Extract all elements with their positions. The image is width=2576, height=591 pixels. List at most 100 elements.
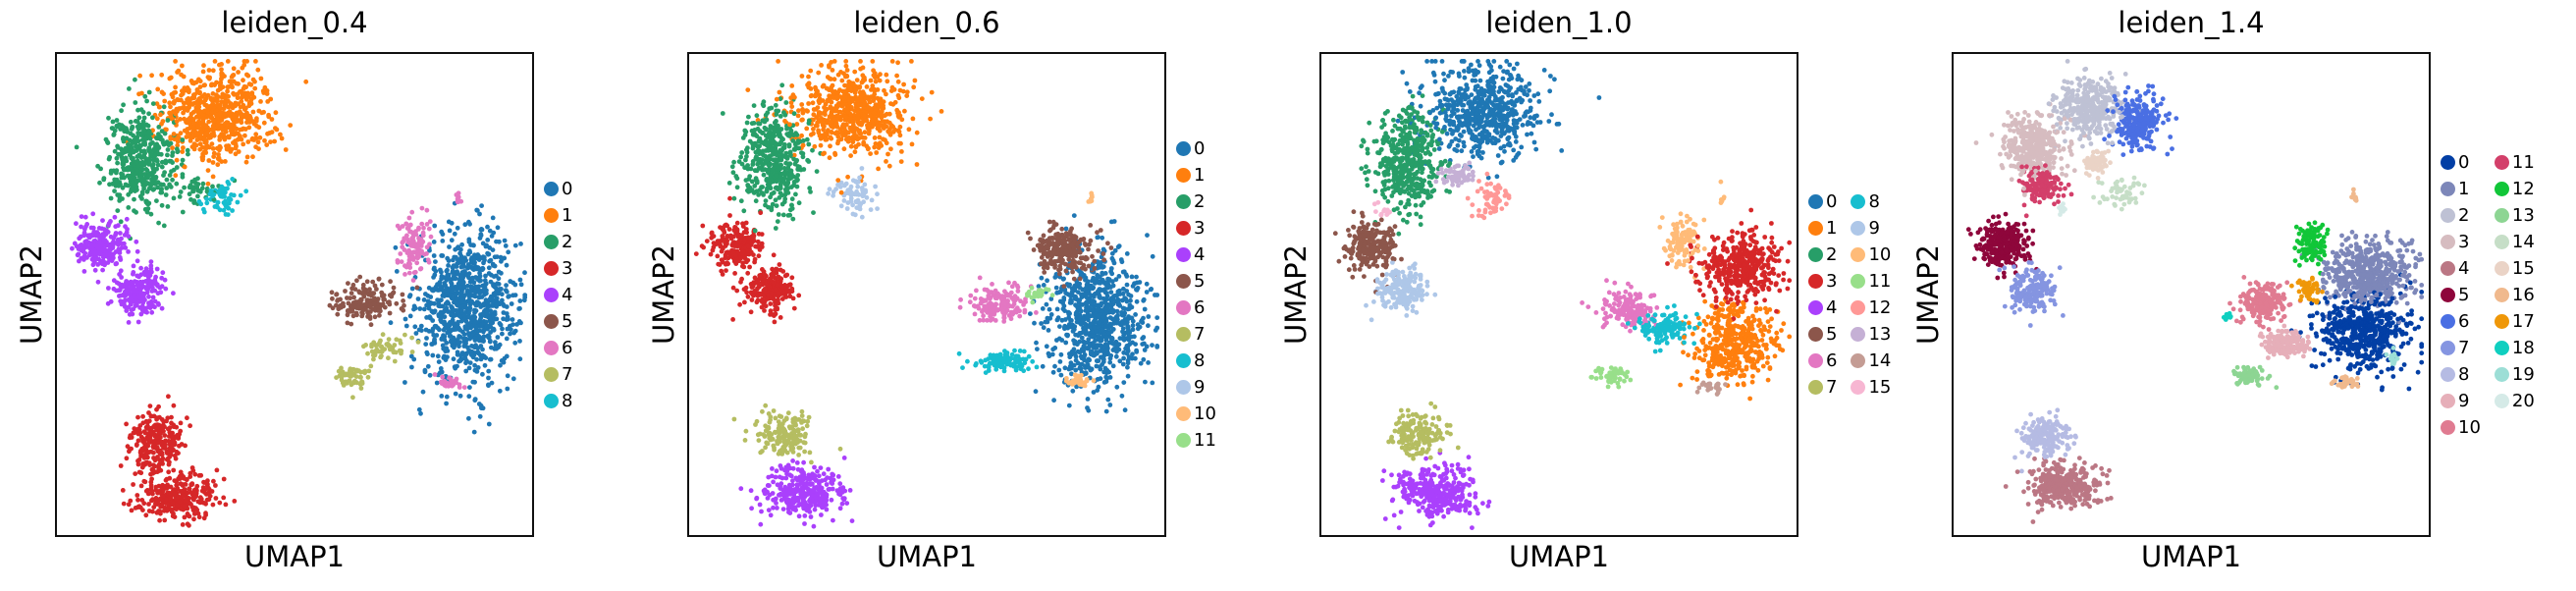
point-cluster-2 (127, 86, 132, 91)
point-cluster-7 (369, 349, 375, 354)
legend-marker-icon (544, 366, 559, 382)
point-cluster-3 (166, 394, 171, 400)
point-cluster-5 (360, 311, 365, 317)
point-cluster-1 (878, 72, 883, 78)
point-cluster-4 (124, 308, 130, 313)
legend-item-7: 7 (544, 361, 572, 388)
point-cluster-0 (463, 319, 469, 324)
point-cluster-3 (194, 483, 200, 489)
point-cluster-2 (130, 156, 135, 162)
point-cluster-0 (433, 268, 439, 274)
point-cluster-5 (372, 296, 377, 302)
point-cluster-0 (455, 296, 459, 301)
point-cluster-2 (180, 174, 186, 180)
point-cluster-0 (1118, 257, 1124, 262)
point-cluster-1 (796, 108, 801, 114)
point-cluster-0 (433, 259, 438, 264)
legend-item-5: 5 (544, 308, 572, 335)
point-cluster-3 (135, 426, 141, 432)
point-cluster-6 (424, 251, 429, 256)
point-cluster-0 (430, 326, 436, 332)
point-cluster-2 (161, 173, 166, 178)
point-cluster-0 (1079, 361, 1085, 367)
point-cluster-0 (474, 329, 480, 335)
point-cluster-1 (889, 84, 895, 90)
point-cluster-5 (377, 312, 382, 318)
point-cluster-1 (219, 94, 225, 100)
point-cluster-4 (92, 267, 98, 273)
point-cluster-0 (481, 334, 487, 340)
point-cluster-0 (478, 232, 484, 238)
point-cluster-3 (151, 423, 157, 429)
point-cluster-2 (121, 126, 127, 132)
point-cluster-0 (438, 297, 443, 303)
point-cluster-0 (1056, 290, 1062, 296)
point-cluster-4 (131, 285, 136, 291)
point-cluster-2 (170, 177, 175, 183)
point-cluster-1 (170, 145, 175, 151)
point-cluster-0 (511, 330, 516, 336)
point-cluster-0 (503, 243, 509, 248)
point-cluster-2 (178, 189, 184, 194)
point-cluster-2 (120, 196, 125, 201)
point-cluster-3 (169, 414, 174, 420)
point-cluster-0 (517, 298, 523, 303)
point-cluster-1 (820, 98, 826, 103)
point-cluster-4 (160, 270, 166, 276)
point-cluster-0 (1095, 306, 1100, 312)
point-cluster-0 (1135, 326, 1141, 332)
point-cluster-0 (1079, 335, 1085, 341)
point-cluster-0 (429, 342, 435, 347)
legend-marker-icon (544, 260, 559, 276)
point-cluster-0 (517, 356, 523, 362)
point-cluster-5 (369, 291, 375, 296)
point-cluster-1 (204, 104, 210, 110)
legend-item-8: 8 (544, 388, 572, 414)
point-cluster-1 (233, 151, 239, 157)
point-cluster-3 (171, 403, 177, 408)
point-cluster-0 (476, 402, 482, 406)
point-cluster-0 (481, 287, 487, 293)
point-cluster-8 (208, 188, 214, 193)
point-cluster-3 (135, 414, 140, 420)
point-cluster-3 (180, 489, 186, 495)
point-cluster-2 (760, 152, 766, 158)
point-cluster-0 (436, 359, 442, 364)
point-cluster-3 (185, 521, 190, 527)
point-cluster-2 (138, 170, 143, 176)
point-cluster-1 (210, 160, 216, 165)
point-cluster-6 (416, 236, 421, 242)
point-cluster-1 (206, 158, 212, 163)
point-cluster-0 (470, 275, 475, 281)
point-cluster-0 (388, 320, 394, 326)
point-cluster-1 (206, 68, 212, 73)
point-cluster-4 (72, 241, 78, 246)
point-cluster-4 (159, 305, 165, 311)
point-cluster-4 (77, 258, 81, 264)
point-cluster-1 (884, 159, 888, 164)
point-cluster-3 (132, 430, 137, 436)
point-cluster-0 (489, 380, 495, 386)
point-cluster-7 (370, 352, 376, 358)
point-cluster-4 (108, 298, 114, 304)
point-cluster-0 (1077, 297, 1083, 303)
point-cluster-2 (808, 189, 813, 194)
point-cluster-3 (188, 501, 192, 506)
point-cluster-1 (288, 123, 294, 128)
point-cluster-1 (818, 142, 824, 148)
point-cluster-1 (826, 128, 831, 134)
point-cluster-0 (433, 284, 439, 290)
point-cluster-1 (850, 119, 856, 125)
point-cluster-3 (159, 439, 165, 445)
point-cluster-7 (380, 332, 386, 338)
point-cluster-0 (480, 311, 486, 317)
point-cluster-1 (232, 91, 237, 97)
point-cluster-8 (221, 207, 227, 213)
point-cluster-0 (457, 314, 463, 319)
point-cluster-5 (345, 296, 349, 300)
point-cluster-3 (778, 315, 783, 320)
point-cluster-4 (86, 233, 92, 239)
point-cluster-4 (119, 301, 125, 307)
point-cluster-0 (421, 306, 427, 312)
legend-label: 8 (562, 390, 573, 411)
